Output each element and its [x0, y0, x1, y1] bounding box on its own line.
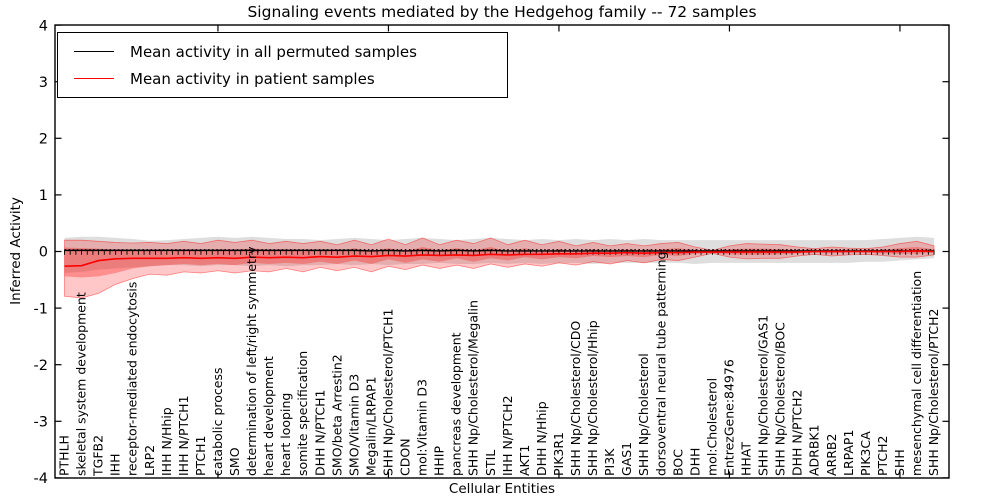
patient-mean-line: [64, 250, 935, 268]
patient-samples-range-outer-band: [64, 237, 935, 299]
permuted-mean-line: [64, 249, 935, 252]
permuted-line-swatch: [74, 51, 114, 52]
x-tick-label: HHIP: [432, 446, 447, 476]
x-tick-label: DHH N/Hhip: [534, 401, 549, 476]
legend: Mean activity in all permuted samples Me…: [57, 32, 508, 98]
x-tick-label: EntrezGene:84976: [721, 359, 736, 476]
x-tick-label: receptor-mediated endocytosis: [125, 282, 140, 476]
x-tick-label: SHH Np/Cholesterol/CDO: [568, 321, 583, 476]
x-tick-label: skeletal system development: [74, 292, 89, 476]
x-tick-label: SHH Np/Cholesterol/Hhip: [585, 320, 600, 476]
x-tick-label: TGFB2: [91, 435, 106, 477]
y-tick-label: -3: [34, 415, 48, 431]
x-tick-label: PTCH1: [193, 435, 208, 476]
legend-item-patient: Mean activity in patient samples: [74, 70, 507, 88]
y-axis-label: Inferred Activity: [8, 197, 24, 305]
x-tick-label: IHH N/PTCH1: [176, 395, 191, 476]
x-tick-label: determination of left/right symmetry: [244, 246, 259, 476]
x-tick-label: SHH Np/Cholesterol/PTCH1: [380, 309, 395, 477]
x-tick-label: DHH N/PTCH2: [790, 390, 805, 476]
x-tick-label: SHH Np/Cholesterol/BOC: [773, 322, 788, 476]
x-tick-label: IHH N/PTCH2: [500, 395, 515, 476]
x-tick-label: CDON: [398, 438, 413, 476]
x-tick-label: BOC: [670, 449, 685, 476]
x-tick-label: ARRB2: [824, 434, 839, 476]
y-tick-label: 2: [39, 132, 48, 148]
x-tick-label: PI3K: [602, 448, 617, 476]
legend-item-permuted: Mean activity in all permuted samples: [74, 43, 507, 61]
x-tick-label: PTHLH: [57, 435, 72, 476]
patient-samples-range-inner-band: [64, 246, 935, 278]
x-tick-label: AKT1: [517, 445, 532, 476]
patient-line-swatch: [74, 78, 114, 79]
y-tick-label: -2: [34, 358, 48, 374]
x-tick-label: ADRBK1: [807, 424, 822, 476]
y-tick-label: 4: [39, 18, 48, 34]
y-tick-label: -1: [34, 301, 48, 317]
x-tick-label: mol:Vitamin D3: [415, 379, 430, 476]
x-tick-label: PTCH2: [875, 435, 890, 476]
x-tick-label: HHAT: [739, 442, 754, 476]
x-tick-label: heart looping: [278, 393, 293, 476]
x-tick-label: heart development: [261, 356, 276, 476]
x-tick-label: SMO/Vitamin D3: [346, 374, 361, 476]
x-tick-label: somite specification: [295, 351, 310, 476]
x-tick-label: PIK3R1: [551, 432, 566, 476]
y-tick-label: 1: [39, 188, 48, 204]
x-tick-label: SHH Np/Cholesterol/GAS1: [756, 315, 771, 476]
x-tick-label: IHH N/Hhip: [159, 407, 174, 476]
x-tick-label: catabolic process: [210, 367, 225, 476]
x-tick-label: SHH: [892, 449, 907, 476]
x-axis-label: Cellular Entities: [448, 481, 556, 497]
y-tick-label: -4: [34, 471, 48, 487]
x-tick-label: STIL: [483, 450, 498, 476]
x-tick-label: SHH Np/Cholesterol: [636, 353, 651, 476]
x-tick-label: GAS1: [619, 442, 634, 476]
x-tick-label: SMO: [227, 447, 242, 476]
x-tick-label: LRPAP1: [841, 430, 856, 476]
legend-label-permuted: Mean activity in all permuted samples: [130, 42, 417, 61]
x-tick-label: LRP2: [142, 445, 157, 476]
x-tick-label: dorsoventral neural tube patterning: [653, 252, 668, 477]
x-tick-label: IHH: [108, 454, 123, 477]
x-tick-label: Megalin/LRPAP1: [363, 376, 378, 476]
chart-title: Signaling events mediated by the Hedgeho…: [247, 3, 757, 21]
x-tick-label: mesenchymal cell differentiation: [909, 271, 924, 476]
x-tick-label: DHH: [687, 448, 702, 476]
x-tick-label: pancreas development: [449, 332, 464, 476]
x-tick-label: SHH Np/Cholesterol/PTCH2: [926, 308, 941, 476]
legend-label-patient: Mean activity in patient samples: [130, 69, 375, 88]
x-tick-label: mol:Cholesterol: [704, 378, 719, 476]
x-tick-label: PIK3CA: [858, 431, 873, 476]
x-tick-label: DHH N/PTCH1: [312, 390, 327, 476]
y-tick-label: 0: [39, 245, 48, 261]
x-tick-label: SMO/beta Arrestin2: [329, 354, 344, 476]
x-tick-label: SHH Np/Cholesterol/Megalin: [466, 300, 481, 476]
y-tick-label: 3: [39, 75, 48, 91]
